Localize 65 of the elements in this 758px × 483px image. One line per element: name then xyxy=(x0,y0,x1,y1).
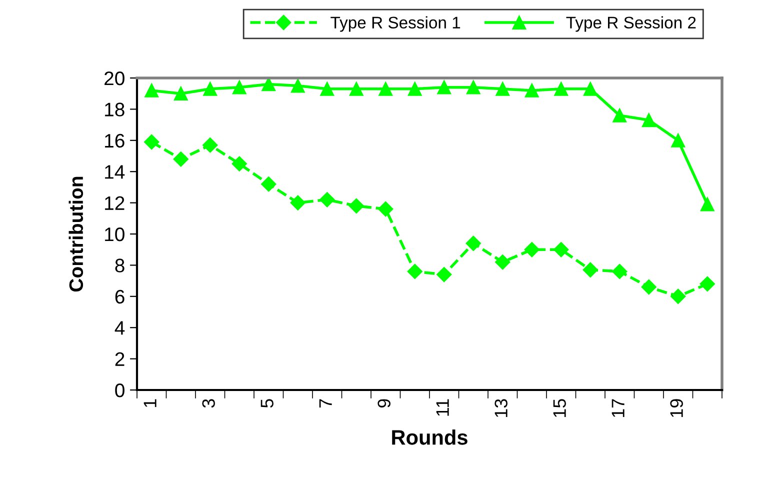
point xyxy=(495,254,510,270)
point xyxy=(466,80,480,94)
y-tick-label: 14 xyxy=(105,165,125,179)
point xyxy=(436,266,452,282)
point xyxy=(203,82,218,96)
point xyxy=(232,156,247,172)
point xyxy=(320,192,335,208)
x-tick-label: 15 xyxy=(553,399,566,418)
point xyxy=(173,152,188,167)
point xyxy=(642,113,656,128)
point xyxy=(641,279,656,295)
point xyxy=(407,264,422,280)
legend-label: Type R Session 1 xyxy=(330,16,460,32)
point xyxy=(554,242,569,258)
x-axis-title: Rounds xyxy=(392,430,468,445)
y-tick-label: 16 xyxy=(105,134,124,148)
y-tick-label: 2 xyxy=(115,352,124,366)
point xyxy=(349,82,364,96)
x-tick-label: 7 xyxy=(319,399,332,408)
y-tick-label: 8 xyxy=(115,258,124,272)
point xyxy=(378,201,394,217)
legend-label: Type R Session 2 xyxy=(566,16,696,32)
x-tick-label: 13 xyxy=(494,399,508,418)
point xyxy=(466,236,481,251)
x-tick-label: 3 xyxy=(202,399,215,408)
x-tick-label: 11 xyxy=(436,399,449,416)
point xyxy=(671,133,686,148)
x-tick-label: 19 xyxy=(670,399,683,418)
y-tick-label: 4 xyxy=(114,321,125,335)
point xyxy=(144,84,159,98)
point xyxy=(582,262,598,278)
point xyxy=(554,82,568,96)
point xyxy=(583,82,598,96)
y-tick-label: 6 xyxy=(115,290,124,304)
point xyxy=(144,134,160,150)
x-tick-label: 1 xyxy=(144,399,156,407)
point xyxy=(700,276,715,292)
point xyxy=(670,288,686,304)
y-tick-label: 10 xyxy=(105,227,124,242)
y-axis-title: Contribution xyxy=(68,176,84,292)
point xyxy=(378,82,393,96)
x-tick-label: 17 xyxy=(612,399,624,418)
y-tick-label: 20 xyxy=(104,71,124,86)
point xyxy=(262,78,276,92)
point xyxy=(290,195,306,210)
y-tick-label: 18 xyxy=(105,102,124,116)
point xyxy=(524,84,539,98)
point xyxy=(524,242,540,258)
point xyxy=(496,82,510,96)
point xyxy=(174,86,188,101)
point xyxy=(437,80,452,94)
point xyxy=(612,108,627,122)
point xyxy=(320,82,334,96)
point xyxy=(261,176,276,192)
point xyxy=(612,264,628,280)
point xyxy=(700,197,714,212)
point xyxy=(202,138,218,153)
x-tick-label: 9 xyxy=(378,399,390,408)
point xyxy=(408,82,422,96)
point xyxy=(348,198,364,214)
y-tick-label: 12 xyxy=(105,196,124,210)
y-tick-label: 0 xyxy=(115,383,124,398)
x-tick-label: 5 xyxy=(260,399,274,408)
point xyxy=(290,78,305,93)
point xyxy=(232,80,246,94)
